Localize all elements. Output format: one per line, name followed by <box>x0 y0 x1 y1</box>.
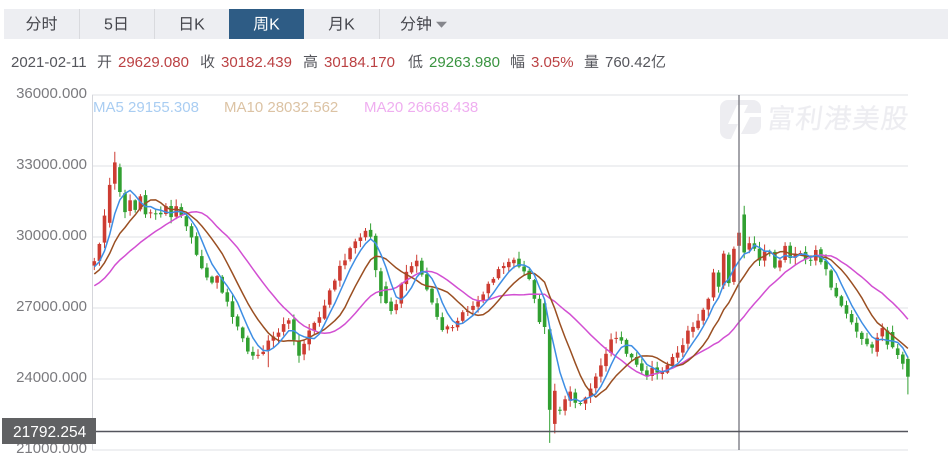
svg-text:MA5 29155.308: MA5 29155.308 <box>93 99 199 116</box>
svg-text:MA10 28032.562: MA10 28032.562 <box>224 99 338 116</box>
svg-text:36000.000: 36000.000 <box>16 85 87 102</box>
svg-text:760.42: 760.42 <box>605 54 651 71</box>
svg-text:5: 5 <box>104 17 113 34</box>
svg-text:3.05%: 3.05% <box>531 54 574 71</box>
svg-text:30182.439: 30182.439 <box>221 54 292 71</box>
svg-text:30000.000: 30000.000 <box>16 227 87 244</box>
svg-text:27000.000: 27000.000 <box>16 298 87 315</box>
svg-text:K: K <box>194 17 205 34</box>
svg-text:MA20 26668.438: MA20 26668.438 <box>364 99 478 116</box>
svg-text:24000.000: 24000.000 <box>16 369 87 386</box>
svg-text:33000.000: 33000.000 <box>16 156 87 173</box>
svg-text:2021-02-11: 2021-02-11 <box>11 54 87 71</box>
svg-text:30184.170: 30184.170 <box>324 54 395 71</box>
svg-text:K: K <box>269 17 280 34</box>
svg-text:29629.080: 29629.080 <box>118 54 189 71</box>
svg-text:K: K <box>344 17 355 34</box>
svg-text:29263.980: 29263.980 <box>429 54 500 71</box>
svg-text:21792.254: 21792.254 <box>13 424 87 441</box>
